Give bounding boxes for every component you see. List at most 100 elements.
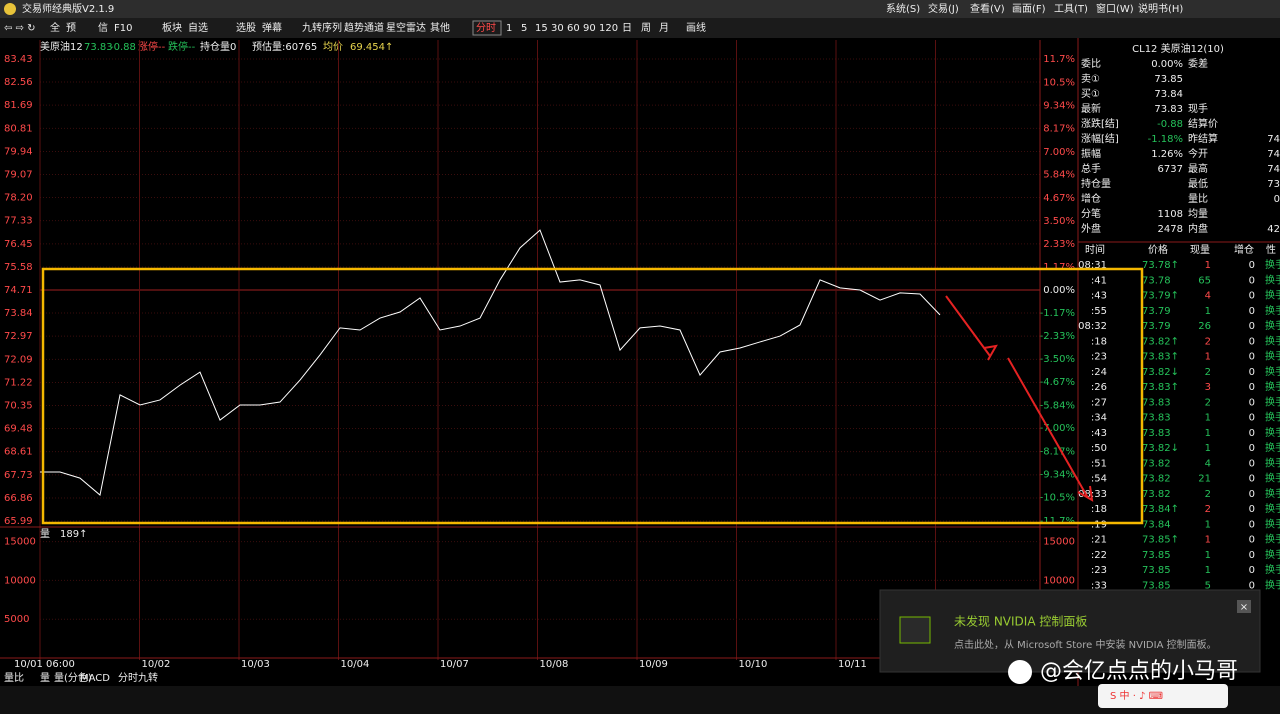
toolbar-item[interactable]: 星空雷达 <box>386 21 426 34</box>
y2-tick-label: -1.17% <box>1040 308 1075 319</box>
quote-label2: 均量 <box>1188 208 1208 220</box>
chart-tab[interactable]: 量 <box>40 672 50 684</box>
quote-value2: 74 <box>1267 134 1280 145</box>
trade-price: 73.83↑ <box>1142 382 1179 393</box>
menu-item[interactable]: 交易(J) <box>928 2 959 15</box>
y-tick-label: 74.71 <box>4 285 33 296</box>
x-tick-label: 10/10 <box>739 659 768 670</box>
toolbar-item[interactable]: 画线 <box>686 21 706 34</box>
chart-area <box>0 38 1280 686</box>
menu-item[interactable]: 查看(V) <box>970 2 1005 15</box>
trade-price: 73.79 <box>1142 306 1171 317</box>
trade-time: :50 <box>1091 443 1107 454</box>
toolbar-item[interactable]: 5 <box>521 23 527 34</box>
trade-time: :43 <box>1091 291 1107 302</box>
toolbar-item[interactable]: 全 <box>50 21 60 34</box>
toolbar <box>0 18 1280 38</box>
quote-label: 涨跌[结] <box>1081 117 1119 130</box>
trade-type: 换手 <box>1265 533 1280 546</box>
menu-item[interactable]: 画面(F) <box>1012 4 1046 15</box>
y-tick-label: 78.20 <box>4 193 33 204</box>
chart-tab[interactable]: 量(分色) <box>54 671 92 684</box>
trades-header: 性 <box>1266 243 1276 256</box>
trade-type: 换手 <box>1265 289 1280 302</box>
trade-price: 73.78↑ <box>1142 260 1179 271</box>
toolbar-item[interactable]: 自选 <box>188 21 208 34</box>
toolbar-item[interactable]: 分时 <box>476 22 496 34</box>
x-tick-label: 10/08 <box>540 659 569 670</box>
quote-label: 卖① <box>1081 73 1100 85</box>
toolbar-item[interactable]: 60 <box>567 23 580 34</box>
nav-icons: ⇦ ⇨ ↻ <box>4 23 36 34</box>
volume-tick-label: 5000 <box>4 614 29 625</box>
y2-tick-label: 10.5% <box>1043 78 1075 89</box>
trade-volume: 1 <box>1205 535 1211 546</box>
trade-price: 73.78 <box>1142 275 1171 286</box>
trade-price: 73.82 <box>1142 489 1171 500</box>
notification[interactable] <box>879 589 1261 673</box>
toolbar-item[interactable]: 选股 <box>236 21 256 34</box>
toolbar-item[interactable]: 周 <box>641 22 651 34</box>
toolbar-item[interactable]: 信 <box>98 22 108 34</box>
trade-time: :51 <box>1091 458 1107 469</box>
trade-type: 换手 <box>1265 517 1280 530</box>
y-tick-label: 77.33 <box>4 216 33 227</box>
quote-label: 委比 <box>1081 57 1101 70</box>
quote-value: 1108 <box>1158 209 1183 220</box>
trades-header: 价格 <box>1148 243 1168 256</box>
status-bar <box>0 686 1280 714</box>
toolbar-item[interactable]: 其他 <box>430 21 450 34</box>
trade-price: 73.83 <box>1142 413 1171 424</box>
trade-volume: 5 <box>1205 580 1211 591</box>
trade-volume: 2 <box>1205 336 1211 347</box>
chart-tab[interactable]: 分时九转 <box>118 671 158 684</box>
toolbar-item[interactable]: 90 <box>583 23 596 34</box>
header-limit-up: 涨停-- <box>138 40 166 53</box>
toolbar-item[interactable]: 月 <box>659 22 669 34</box>
trade-price: 73.79↑ <box>1142 291 1179 302</box>
trade-type: 换手 <box>1265 395 1280 408</box>
toolbar-item[interactable]: 趋势通道 <box>344 21 384 34</box>
quote-value2: 73 <box>1267 179 1280 190</box>
menu-item[interactable]: 窗口(W) <box>1096 2 1134 15</box>
menu-item[interactable]: 工具(T) <box>1054 3 1088 15</box>
toolbar-item[interactable]: 九转序列 <box>302 21 342 34</box>
trades-header: 增仓 <box>1234 243 1254 256</box>
toolbar-item[interactable]: 板块 <box>162 21 182 34</box>
y2-tick-label: -10.5% <box>1040 492 1075 503</box>
trade-volume: 1 <box>1205 443 1211 454</box>
trade-volume: 65 <box>1198 275 1211 286</box>
header-avg: 69.454↑ <box>350 42 393 53</box>
toolbar-item[interactable]: 15 <box>535 23 548 34</box>
chart-tab[interactable]: 量比 <box>4 672 24 684</box>
toolbar-item[interactable]: 1 <box>506 23 512 34</box>
window-title: 交易师经典版V2.1.9 <box>22 2 114 15</box>
menu-item[interactable]: 说明书(H) <box>1138 2 1183 15</box>
toolbar-item[interactable]: 30 <box>551 23 564 34</box>
trade-time: :54 <box>1091 474 1107 485</box>
trade-time: :19 <box>1091 519 1107 530</box>
trade-type: 换手 <box>1265 578 1280 591</box>
quote-value: 1.26% <box>1151 149 1183 160</box>
toolbar-item[interactable]: F10 <box>114 23 132 34</box>
header-change: -0.88 <box>110 42 136 53</box>
chart-tab[interactable]: MACD <box>80 673 110 684</box>
toolbar-item[interactable]: 日 <box>622 23 632 34</box>
annotation-arrows <box>945 295 1094 502</box>
menu-item[interactable]: 系统(S) <box>886 2 920 15</box>
y-tick-label: 72.09 <box>4 354 33 365</box>
quote-label: 买① <box>1081 88 1100 100</box>
volume-tick-label: 10000 <box>4 575 36 586</box>
y-tick-label: 80.81 <box>4 123 33 134</box>
trade-oi: 0 <box>1249 580 1255 591</box>
trade-time: :27 <box>1091 397 1107 408</box>
header-limit-down: 跌停-- <box>168 40 196 53</box>
close-button[interactable] <box>1237 600 1251 613</box>
y2-tick-label: 5.84% <box>1043 170 1075 181</box>
toolbar-item[interactable]: 弹幕 <box>262 21 282 34</box>
toolbar-item[interactable]: 120 <box>599 23 618 34</box>
trade-oi: 0 <box>1249 367 1255 378</box>
toolbar-item[interactable]: 预 <box>66 22 76 34</box>
y-tick-label: 79.07 <box>4 170 33 181</box>
trade-volume: 2 <box>1205 367 1211 378</box>
